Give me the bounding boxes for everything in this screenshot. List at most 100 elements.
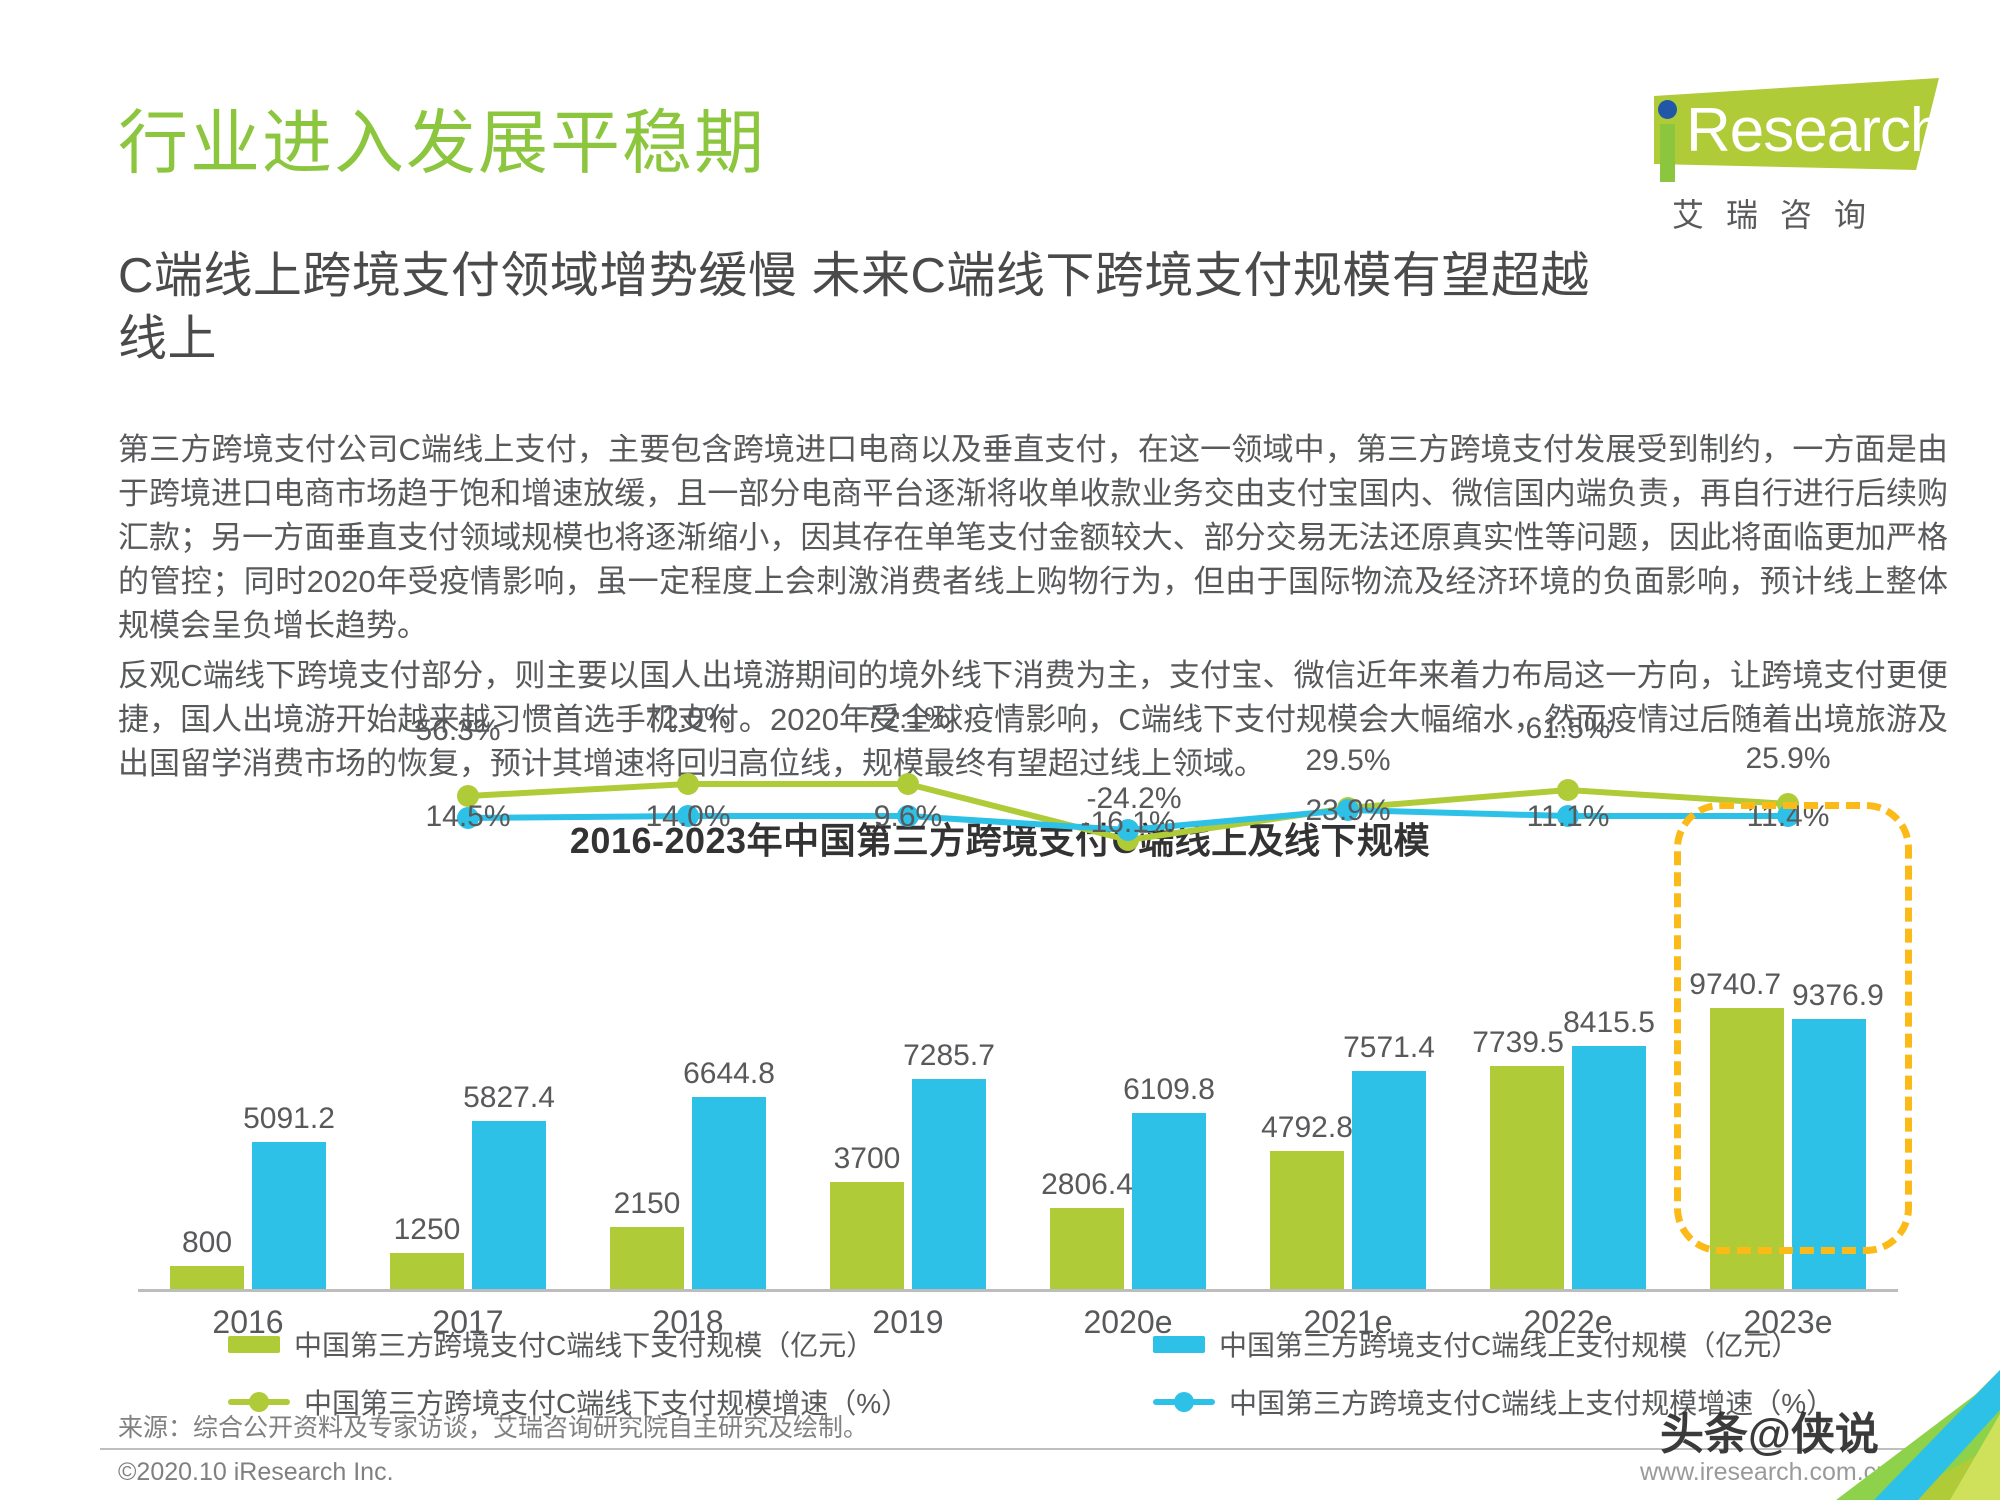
watermark-text: 头条@侠说: [1660, 1410, 1879, 1459]
line-data-point: [897, 773, 919, 795]
chart-x-tick-label: 2019: [872, 1304, 944, 1340]
growth-label-online: 14.0%: [645, 800, 731, 833]
legend-item: 中国第三方跨境支付C端线下支付规模增速（%）: [228, 1382, 909, 1422]
bar-value-label: 7571.4: [1343, 1030, 1435, 1064]
bar-value-label: 800: [181, 1225, 233, 1259]
bar-value-label: 2150: [613, 1186, 681, 1220]
chart-legend: 中国第三方跨境支付C端线下支付规模（亿元） 中国第三方跨境支付C端线上支付规模（亿…: [118, 1320, 1918, 1430]
chart-bar-group: 7739.5 8415.5: [1458, 989, 1678, 1289]
growth-label-offline: 72.0%: [645, 702, 731, 735]
growth-label-online: 11.1%: [1526, 800, 1610, 833]
chart-source-note: 来源：综合公开资料及专家访谈，艾瑞咨询研究院自主研究及绘制。: [118, 1414, 869, 1442]
growth-label-offline: 29.5%: [1305, 744, 1391, 777]
chart-x-axis: [138, 1289, 1898, 1292]
bar-value-label: 6644.8: [683, 1057, 775, 1091]
chart-x-tick-label: 2021e: [1303, 1304, 1393, 1340]
page-title: 行业进入发展平稳期: [118, 104, 766, 182]
bar-value-label: 6109.8: [1123, 1072, 1215, 1106]
line-data-point: [457, 785, 479, 807]
iresearch-logo: Research 艾瑞咨询: [1612, 78, 1944, 233]
bar-value-label: 8415.5: [1563, 1006, 1655, 1040]
chart-x-tick-label: 2020e: [1083, 1304, 1173, 1340]
chart-bar-group: 4792.8 7571.4: [1238, 989, 1458, 1289]
line-data-point: [677, 773, 699, 795]
bar-offline: 3700: [830, 1142, 904, 1289]
chart-x-tick-label: 2023e: [1743, 1304, 1833, 1340]
legend-item: 中国第三方跨境支付C端线上支付规模（亿元）: [1153, 1324, 1799, 1364]
line-data-point: [1117, 819, 1139, 841]
bar-value-label: 5091.2: [243, 1102, 335, 1136]
bar-value-label: 9376.9: [1791, 978, 1884, 1012]
growth-label-offline: 25.9%: [1745, 742, 1831, 775]
chart-bar-group: 9740.7 9376.9: [1678, 968, 1898, 1289]
bar-online: 5827.4: [463, 1081, 555, 1289]
bar-value-label: 9740.7: [1689, 968, 1782, 1002]
chart-x-tick-label: 2016: [212, 1304, 284, 1340]
legend-item: 中国第三方跨境支付C端线上支付规模增速（%）: [1153, 1382, 1834, 1422]
legend-label: 中国第三方跨境支付C端线上支付规模（亿元）: [1219, 1330, 1800, 1361]
growth-label-online: -16.1%: [1080, 806, 1176, 839]
footer-divider: [100, 1448, 1960, 1450]
bar-online: 8415.5: [1563, 1006, 1655, 1289]
line-data-point: [1337, 799, 1359, 821]
legend-label: 中国第三方跨境支付C端线下支付规模（亿元）: [294, 1330, 875, 1361]
chart: 800 5091.2 1250 5827.4 2150 6644.8 3700 7285.7 2…: [118, 702, 1918, 1340]
corner-ribbon-decoration: [1800, 1370, 2000, 1500]
line-data-point: [897, 805, 919, 827]
bar-value-label: 7739.5: [1472, 1025, 1564, 1059]
legend-swatch-icon: [228, 1335, 280, 1353]
bar-value-label: 4792.8: [1261, 1110, 1353, 1144]
chart-bar-group: 2806.4 6109.8: [1018, 989, 1238, 1289]
growth-label-offline: 61.5%: [1525, 712, 1611, 745]
line-data-point: [1557, 805, 1579, 827]
chart-title: 2016-2023年中国第三方跨境支付C端线上及线下规模: [569, 820, 1431, 861]
bar-online: 5091.2: [243, 1102, 335, 1289]
logo-i-stem-icon: [1660, 124, 1675, 182]
page-subtitle: C端线上跨境支付领域增势缓慢 未来C端线下跨境支付规模有望超越线上: [118, 249, 1590, 366]
body-paragraph-2: 反观C端线下跨境支付部分，则主要以国人出境游期间的境外线下消费为主，支付宝、微信…: [118, 658, 1948, 781]
growth-label-offline: 56.3%: [415, 714, 501, 747]
chart-bar-group: 1250 5827.4: [358, 989, 578, 1289]
bar-value-label: 1250: [393, 1212, 461, 1246]
bar-value-label: 7285.7: [903, 1038, 995, 1072]
growth-label-online: 23.9%: [1305, 794, 1391, 827]
bar-offline: 800: [170, 1226, 244, 1289]
chart-bar-group: 3700 7285.7: [798, 989, 1018, 1289]
bar-online: 6109.8: [1123, 1073, 1215, 1289]
growth-label-offline: 72.1%: [865, 702, 951, 735]
growth-label-offline: -24.2%: [1086, 782, 1182, 815]
growth-label-online: 14.5%: [425, 800, 511, 833]
bar-offline: 9740.7: [1689, 968, 1784, 1289]
logo-chinese-name: 艾瑞咨询: [1672, 197, 1889, 233]
chart-bar-group: 800 5091.2: [138, 989, 358, 1289]
body-paragraph-1: 第三方跨境支付公司C端线上支付，主要包含跨境进口电商以及垂直支付，在这一领域中，…: [118, 432, 1948, 643]
bar-offline: 2806.4: [1041, 1168, 1133, 1289]
growth-label-online: 11.4%: [1746, 800, 1830, 833]
line-data-point: [457, 807, 479, 829]
website-url: www.iresearch.com.cn: [1640, 1458, 1891, 1486]
chart-x-tick-label: 2018: [652, 1304, 724, 1340]
logo-i-dot-icon: [1658, 100, 1677, 119]
line-data-point: [1557, 779, 1579, 801]
chart-x-tick-label: 2022e: [1523, 1304, 1613, 1340]
line-data-point: [1777, 805, 1799, 827]
legend-line-dot-icon: [1153, 1399, 1215, 1405]
copyright-text: ©2020.10 iResearch Inc.: [118, 1458, 394, 1486]
logo-wordmark: Research: [1686, 96, 1944, 165]
bar-offline: 2150: [610, 1187, 684, 1289]
bar-value-label: 3700: [833, 1142, 901, 1176]
legend-swatch-icon: [1153, 1335, 1205, 1353]
legend-label: 中国第三方跨境支付C端线下支付规模增速（%）: [304, 1388, 910, 1419]
bar-online: 6644.8: [683, 1057, 775, 1289]
legend-label: 中国第三方跨境支付C端线上支付规模增速（%）: [1229, 1388, 1835, 1419]
bar-online: 9376.9: [1792, 979, 1884, 1289]
chart-bar-group: 2150 6644.8: [578, 989, 798, 1289]
chart-bar-groups: 800 5091.2 1250 5827.4 2150 6644.8 3700 7285.7 2…: [138, 968, 1898, 1289]
bar-online: 7285.7: [903, 1039, 995, 1289]
bar-offline: 7739.5: [1472, 1026, 1564, 1289]
legend-item: 中国第三方跨境支付C端线下支付规模（亿元）: [228, 1324, 874, 1364]
chart-x-tick-label: 2017: [432, 1304, 504, 1340]
bar-value-label: 5827.4: [463, 1080, 555, 1114]
bar-online: 7571.4: [1343, 1031, 1435, 1289]
